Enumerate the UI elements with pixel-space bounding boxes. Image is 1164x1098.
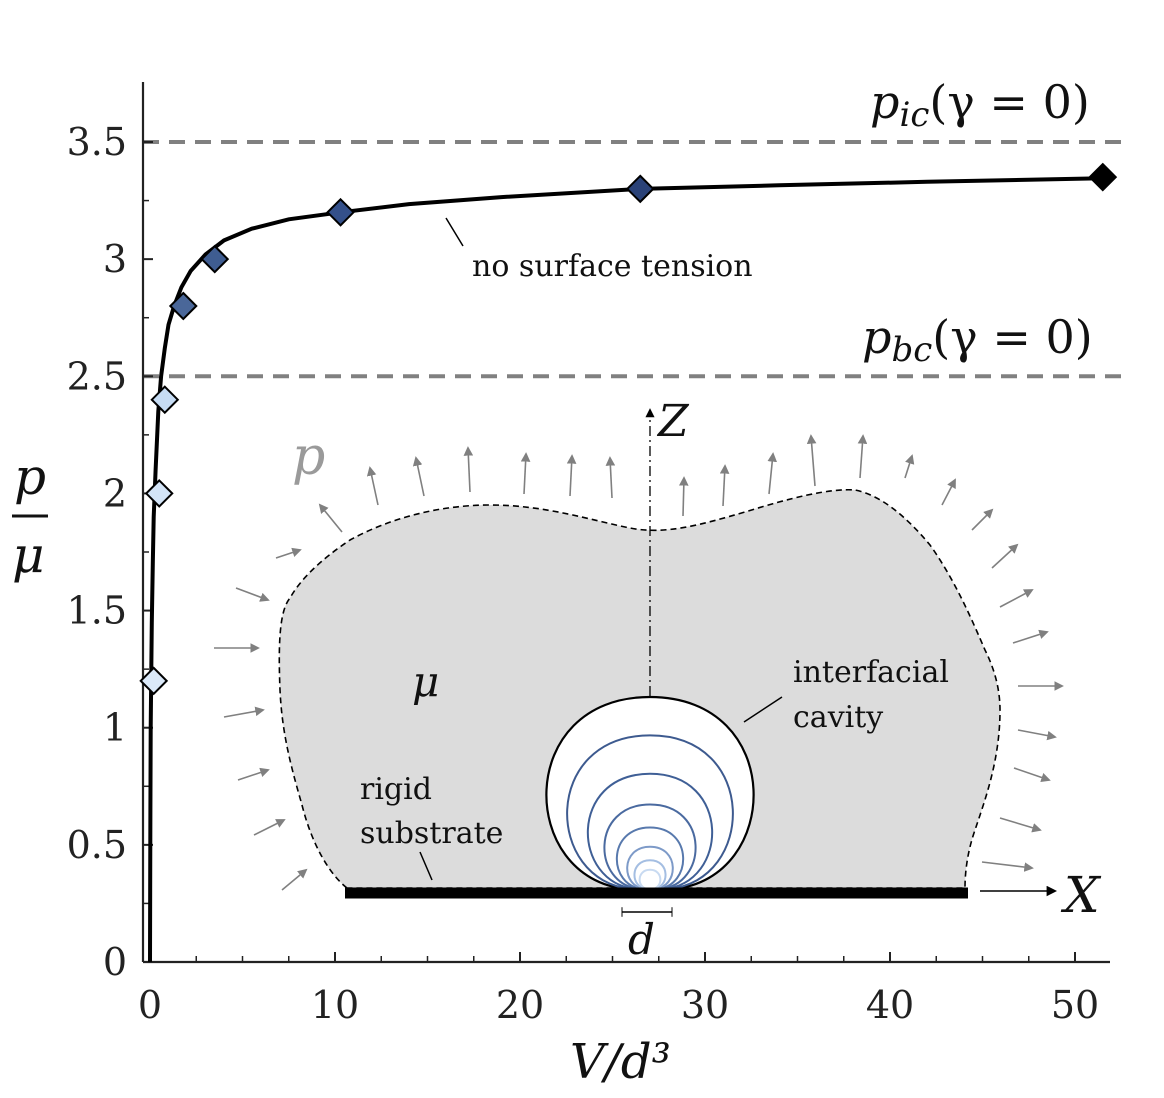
x-tick-label: 10 bbox=[311, 983, 359, 1027]
pressure-arrow bbox=[237, 767, 270, 781]
d-label: d bbox=[628, 915, 655, 964]
pressure-arrow bbox=[463, 446, 474, 493]
y-axis-title-numerator: p bbox=[14, 448, 46, 506]
pressure-arrow bbox=[318, 503, 343, 533]
cavity-leader bbox=[743, 696, 783, 723]
data-point bbox=[139, 666, 169, 696]
pressure-arrow bbox=[281, 868, 308, 891]
x-ticks: 0 10 20 30 40 50 bbox=[138, 952, 1099, 1027]
y-tick-label: 2 bbox=[103, 471, 127, 515]
y-tick-label: 2.5 bbox=[67, 354, 127, 398]
curve-annotation: no surface tension bbox=[472, 249, 753, 284]
y-tick-label: 0 bbox=[103, 940, 127, 984]
x-tick-label: 30 bbox=[681, 983, 729, 1027]
cavity-contour bbox=[603, 803, 697, 890]
z-axis-label: Z bbox=[656, 396, 690, 447]
y-ticks: 0 0.5 1 1.5 2 2.5 3 3.5 bbox=[67, 120, 153, 984]
interfacial-cavities bbox=[545, 695, 755, 891]
soft-solid-region bbox=[278, 488, 1001, 889]
curve-annotation-leader bbox=[445, 217, 464, 247]
pressure-arrow bbox=[941, 478, 956, 506]
x-tick-label: 40 bbox=[866, 983, 914, 1027]
data-point bbox=[150, 385, 180, 415]
y-tick-label: 3 bbox=[103, 237, 127, 281]
y-tick-label: 0.5 bbox=[67, 823, 127, 867]
cavity-contour bbox=[615, 826, 685, 890]
cavity-contour bbox=[566, 734, 734, 890]
pressure-arrow bbox=[1013, 767, 1051, 783]
pressure-arrow bbox=[235, 587, 270, 602]
data-point bbox=[168, 291, 198, 321]
data-points bbox=[139, 162, 1118, 696]
cavity-contour bbox=[638, 868, 662, 890]
cavity-label-line2: cavity bbox=[793, 700, 883, 735]
pressure-arrow bbox=[971, 508, 994, 531]
pressure-arrows bbox=[214, 434, 1064, 891]
substrate-label-line1: rigid bbox=[360, 772, 432, 807]
data-point bbox=[625, 174, 655, 204]
pressure-arrow bbox=[991, 543, 1019, 569]
ref-label-ic: pic(γ = 0) bbox=[870, 75, 1090, 135]
pressure-arrow bbox=[999, 589, 1034, 608]
cavity-label-line1: interfacial bbox=[793, 655, 949, 690]
substrate-leader bbox=[419, 851, 433, 881]
y-tick-label: 3.5 bbox=[67, 120, 127, 164]
pressure-arrow bbox=[904, 454, 915, 479]
pressure-arrow bbox=[678, 476, 689, 517]
x-axis-title: V/d³ bbox=[570, 1034, 671, 1090]
cavity-contour bbox=[633, 859, 667, 890]
x-tick-label: 50 bbox=[1051, 983, 1099, 1027]
pressure-label: p bbox=[292, 427, 325, 487]
x-tick-label: 0 bbox=[138, 983, 162, 1027]
pressure-arrow bbox=[857, 434, 868, 479]
pressure-arrow bbox=[520, 452, 531, 495]
x-axis-label: X bbox=[1060, 866, 1102, 924]
data-point bbox=[200, 244, 230, 274]
x-tick-label: 20 bbox=[496, 983, 544, 1027]
pressure-arrow bbox=[412, 456, 425, 497]
pressure-arrow bbox=[566, 454, 577, 497]
pressure-arrow bbox=[275, 547, 302, 559]
cavity-contour bbox=[545, 695, 755, 891]
data-point bbox=[1088, 162, 1118, 192]
ref-label-bc: pbc(γ = 0) bbox=[862, 310, 1093, 370]
material-label: μ bbox=[412, 657, 439, 706]
pressure-arrow bbox=[999, 817, 1042, 833]
pressure-arrow bbox=[806, 434, 817, 487]
pressure-arrow bbox=[366, 466, 379, 506]
inset-schematic: Z X d p μ rigid substrate interfacial ca… bbox=[214, 396, 1102, 964]
cavity-contour bbox=[626, 845, 674, 890]
pressure-arrow bbox=[981, 861, 1034, 872]
pressure-arrow bbox=[1012, 629, 1049, 644]
pressure-arrow bbox=[605, 456, 616, 499]
pressure-arrow bbox=[253, 819, 286, 836]
data-point bbox=[326, 197, 355, 227]
substrate-label-line2: substrate bbox=[360, 816, 503, 851]
cavity-contour bbox=[586, 772, 714, 890]
pressure-arrow bbox=[223, 706, 265, 718]
data-point bbox=[144, 479, 174, 508]
y-axis-title-denominator: μ bbox=[12, 526, 45, 584]
y-tick-label: 1.5 bbox=[67, 589, 127, 633]
pressure-arrow bbox=[719, 464, 730, 507]
pressure-arrow bbox=[1017, 729, 1057, 741]
reference-lines bbox=[143, 140, 1122, 379]
pressure-arrow bbox=[767, 452, 778, 495]
y-tick-label: 1 bbox=[103, 706, 127, 750]
